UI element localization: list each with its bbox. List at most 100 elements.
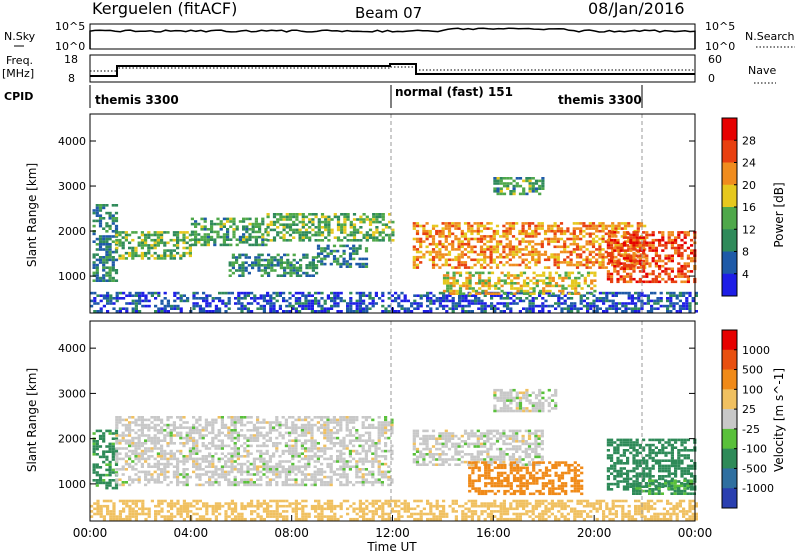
echo-cell: [397, 294, 401, 297]
echo-cell: [515, 222, 519, 225]
echo-cell: [249, 468, 253, 471]
echo-cell: [511, 253, 516, 256]
echo-cell: [502, 263, 506, 267]
echo-cell: [278, 512, 282, 516]
echo-cell: [115, 517, 119, 521]
echo-cell: [281, 434, 285, 437]
echo-cell: [595, 517, 599, 521]
echo-cell: [505, 261, 509, 264]
echo-cell: [601, 235, 605, 238]
echo-cell: [579, 255, 583, 259]
echo-cell: [614, 242, 618, 246]
echo-cell: [128, 462, 132, 466]
echo-cell: [656, 499, 660, 503]
echo-cell: [102, 240, 106, 243]
echo-cell: [480, 304, 484, 308]
echo-cell: [160, 418, 164, 422]
echo-cell: [590, 287, 594, 290]
echo-cell: [558, 274, 562, 277]
echo-cell: [510, 282, 514, 285]
echo-cell: [140, 462, 144, 466]
echo-cell: [667, 241, 671, 245]
echo-cell: [204, 457, 208, 461]
echo-cell: [240, 478, 244, 481]
echo-cell: [465, 271, 469, 275]
echo-cell: [252, 434, 256, 437]
echo-cell: [224, 473, 228, 476]
echo-cell: [197, 233, 201, 236]
echo-cell: [121, 468, 125, 471]
echo-cell: [645, 257, 649, 260]
echo-cell: [579, 510, 583, 513]
echo-cell: [282, 291, 286, 295]
echo-cell: [685, 297, 689, 300]
echo-cell: [447, 242, 452, 246]
echo-cell: [403, 507, 407, 511]
echo-cell: [372, 231, 376, 234]
echo-cell: [285, 515, 289, 518]
echo-cell: [613, 238, 617, 242]
echo-cell: [474, 299, 478, 303]
echo-cell: [588, 258, 592, 262]
echo-cell: [281, 449, 285, 453]
echo-cell: [586, 302, 590, 305]
echo-cell: [388, 213, 392, 216]
echo-cell: [92, 479, 96, 482]
echo-cell: [604, 250, 608, 254]
echo-cell: [591, 222, 596, 225]
echo-cell: [170, 304, 174, 308]
echo-cell: [92, 253, 96, 256]
echo-cell: [473, 250, 477, 254]
echo-cell: [182, 254, 186, 258]
echo-cell: [144, 442, 148, 445]
echo-cell: [147, 231, 151, 234]
echo-cell: [662, 512, 666, 516]
echo-cell: [479, 222, 484, 225]
echo-cell: [346, 239, 350, 242]
echo-cell: [232, 220, 236, 223]
echo-cell: [355, 304, 359, 308]
echo-cell: [230, 460, 234, 463]
echo-cell: [291, 307, 295, 310]
echo-cell: [153, 241, 157, 245]
echo-cell: [276, 261, 280, 264]
echo-cell: [468, 276, 472, 280]
echo-cell: [591, 240, 596, 243]
echo-cell: [114, 432, 119, 435]
echo-cell: [606, 254, 610, 258]
echo-cell: [102, 297, 106, 300]
echo-cell: [289, 264, 293, 267]
echo-cell: [455, 282, 459, 285]
echo-cell: [114, 484, 119, 487]
colorbar-tick-label: 28: [742, 134, 756, 147]
echo-cell: [460, 261, 464, 264]
echo-cell: [521, 237, 525, 241]
echo-cell: [343, 220, 347, 224]
echo-cell: [626, 267, 630, 271]
echo-cell: [451, 302, 455, 305]
echo-cell: [250, 302, 254, 305]
echo-cell: [593, 284, 597, 288]
echo-cell: [326, 507, 330, 511]
echo-cell: [157, 310, 161, 313]
echo-cell: [554, 515, 558, 518]
echo-cell: [256, 418, 260, 422]
echo-cell: [243, 478, 247, 481]
echo-cell: [214, 504, 218, 508]
echo-cell: [311, 256, 315, 259]
echo-cell: [422, 507, 426, 511]
echo-cell: [166, 254, 170, 258]
echo-cell: [548, 276, 552, 280]
echo-cell: [222, 243, 226, 247]
echo-cell: [585, 266, 589, 269]
echo-cell: [92, 209, 96, 212]
echo-cell: [685, 307, 689, 310]
echo-cell: [429, 310, 433, 313]
echo-cell: [105, 261, 109, 264]
echo-cell: [534, 297, 538, 300]
echo-cell: [154, 310, 158, 313]
echo-cell: [348, 262, 353, 266]
echo-cell: [205, 512, 209, 516]
echo-cell: [246, 455, 250, 458]
echo-cell: [474, 271, 479, 275]
